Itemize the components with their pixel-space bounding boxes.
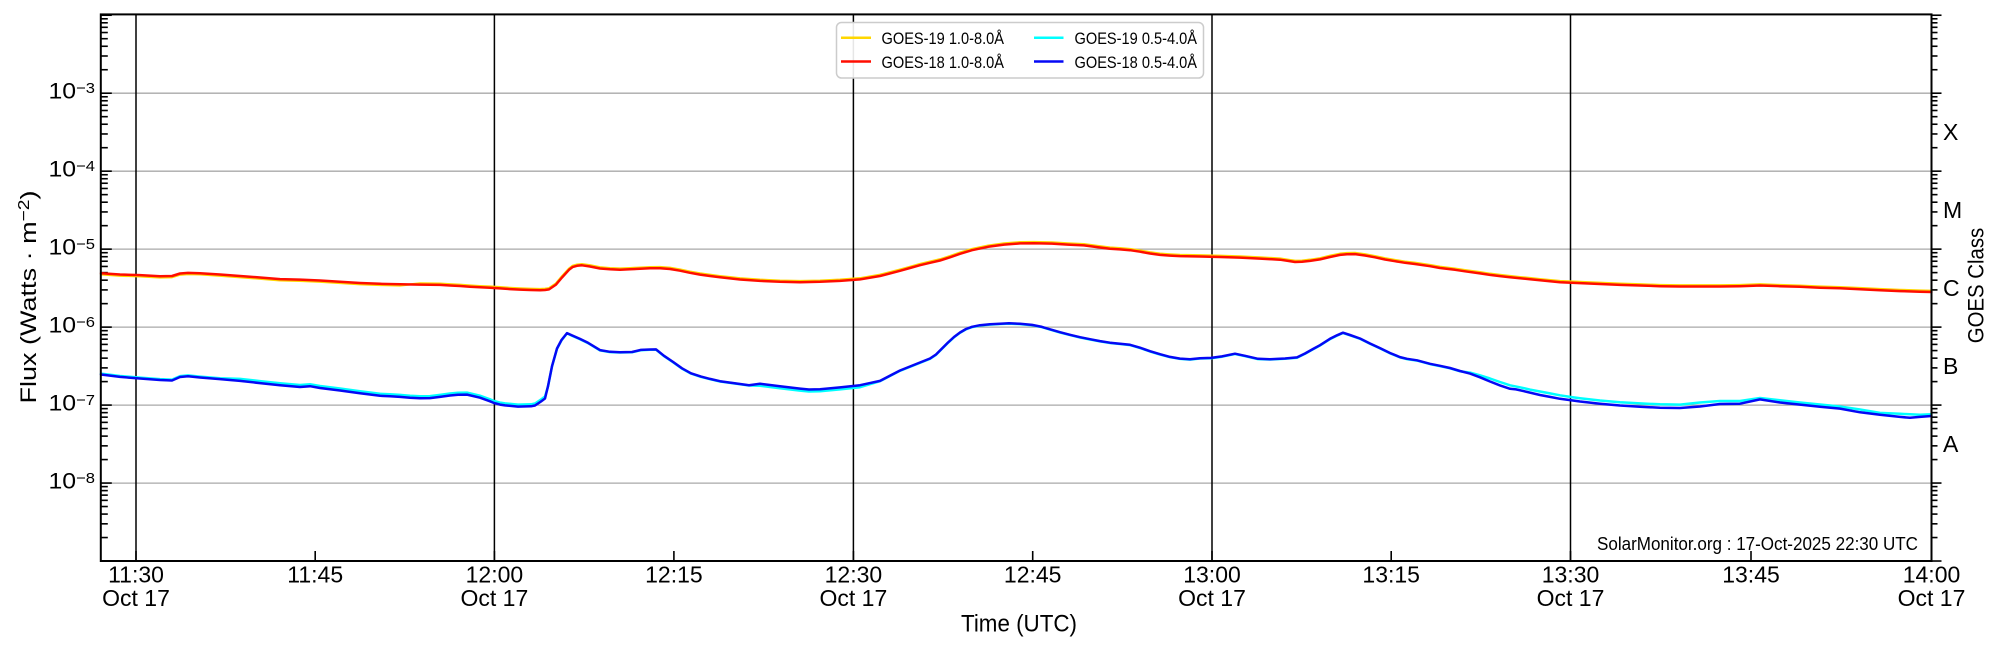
svg-text:12:30: 12:30: [825, 562, 883, 588]
svg-text:13:15: 13:15: [1362, 562, 1420, 588]
svg-text:11:30: 11:30: [108, 562, 164, 588]
svg-text:10−7: 10 −7: [49, 391, 96, 416]
svg-text:Flux (Watts · m−2): Flux (Watts · m−2): [16, 191, 41, 404]
svg-text:11:45: 11:45: [287, 562, 343, 588]
svg-text:12:45: 12:45: [1004, 562, 1062, 588]
svg-text:B: B: [1943, 353, 1958, 379]
svg-text:A: A: [1943, 431, 1959, 457]
svg-text:13:30: 13:30: [1542, 562, 1600, 588]
svg-text:12:00: 12:00: [466, 562, 524, 588]
svg-text:GOES-18 0.5-4.0Å: GOES-18 0.5-4.0Å: [1075, 53, 1198, 72]
svg-text:Oct 17: Oct 17: [1178, 585, 1246, 611]
svg-text:10−3: 10 −3: [49, 79, 96, 104]
svg-text:14:00: 14:00: [1903, 562, 1961, 588]
svg-text:SolarMonitor.org : 17-Oct-2025: SolarMonitor.org : 17-Oct-2025 22:30 UTC: [1597, 534, 1918, 554]
svg-text:Oct 17: Oct 17: [102, 585, 170, 611]
svg-text:Oct 17: Oct 17: [820, 585, 888, 611]
svg-text:C: C: [1943, 275, 1960, 301]
svg-text:Oct 17: Oct 17: [1537, 585, 1605, 611]
svg-text:GOES-18 1.0-8.0Å: GOES-18 1.0-8.0Å: [882, 53, 1005, 72]
svg-text:GOES-19 1.0-8.0Å: GOES-19 1.0-8.0Å: [882, 29, 1005, 48]
svg-text:X: X: [1943, 119, 1958, 145]
svg-text:GOES Class: GOES Class: [1964, 228, 1989, 344]
svg-text:Oct 17: Oct 17: [461, 585, 529, 611]
svg-text:M: M: [1943, 197, 1962, 223]
svg-text:12:15: 12:15: [645, 562, 703, 588]
svg-text:Time (UTC): Time (UTC): [961, 611, 1077, 638]
svg-text:Oct 17: Oct 17: [1898, 585, 1966, 611]
svg-text:GOES-19 0.5-4.0Å: GOES-19 0.5-4.0Å: [1075, 29, 1198, 48]
svg-text:13:00: 13:00: [1183, 562, 1241, 588]
svg-text:10−6: 10 −6: [49, 313, 96, 338]
svg-text:13:45: 13:45: [1722, 562, 1780, 588]
